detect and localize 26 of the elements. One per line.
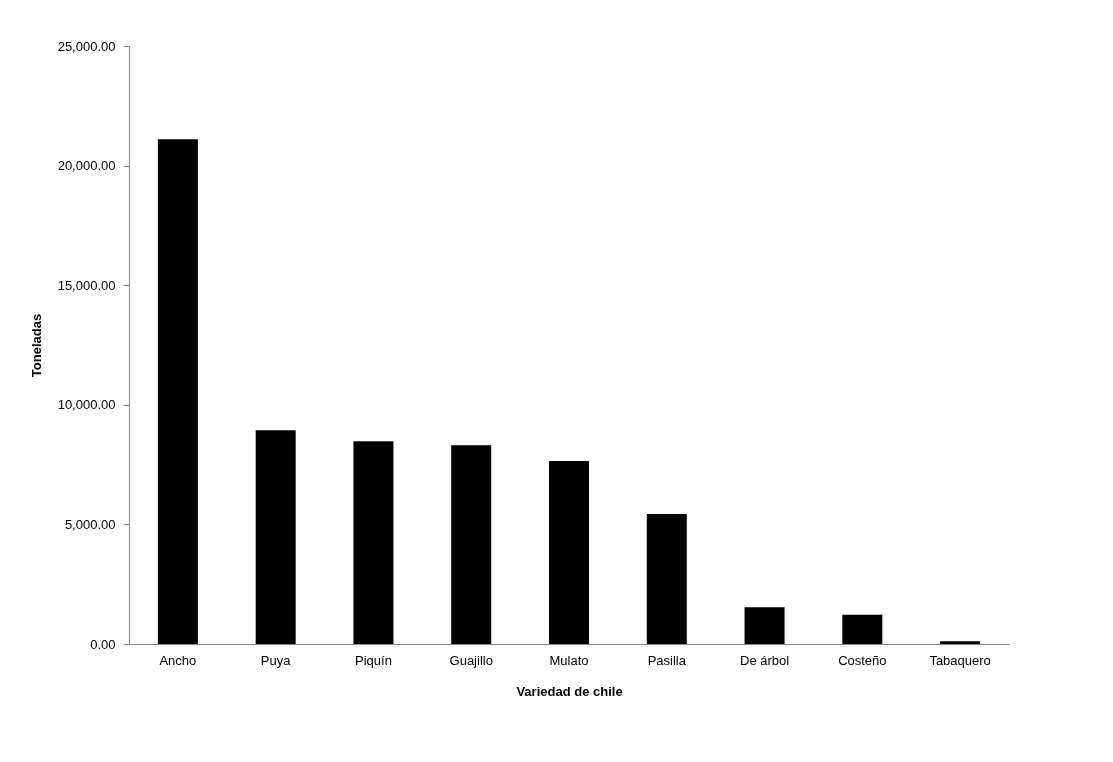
x-axis-title: Variedad de chile bbox=[516, 683, 623, 699]
bar bbox=[157, 139, 198, 644]
bar bbox=[451, 445, 492, 644]
bar bbox=[940, 641, 981, 644]
y-tick-label: 20,000.00 bbox=[57, 158, 116, 174]
x-tick-label: Ancho bbox=[159, 652, 197, 668]
y-tick-label: 0.00 bbox=[90, 636, 116, 652]
y-tick-label: 25,000.00 bbox=[57, 38, 116, 54]
bar bbox=[549, 461, 589, 644]
x-tick-label: Pasilla bbox=[647, 652, 687, 668]
x-tick-label: Mulato bbox=[549, 652, 589, 668]
x-tick-label: Guajillo bbox=[449, 652, 493, 668]
bar bbox=[353, 441, 394, 644]
x-tick-label: Piquín bbox=[355, 652, 392, 668]
y-tick-label: 5,000.00 bbox=[64, 516, 116, 532]
bar bbox=[255, 430, 296, 644]
bar bbox=[646, 514, 687, 644]
y-tick-label: 10,000.00 bbox=[57, 397, 116, 413]
y-axis-title: Toneladas bbox=[28, 313, 44, 378]
x-tick-label: Costeño bbox=[838, 652, 887, 668]
x-tick-label: Puya bbox=[260, 652, 292, 668]
y-tick-label: 15,000.00 bbox=[57, 277, 116, 293]
bar bbox=[842, 614, 883, 644]
bar bbox=[744, 607, 785, 644]
x-tick-label: De árbol bbox=[739, 652, 790, 668]
x-tick-label: Tabaquero bbox=[929, 652, 991, 668]
